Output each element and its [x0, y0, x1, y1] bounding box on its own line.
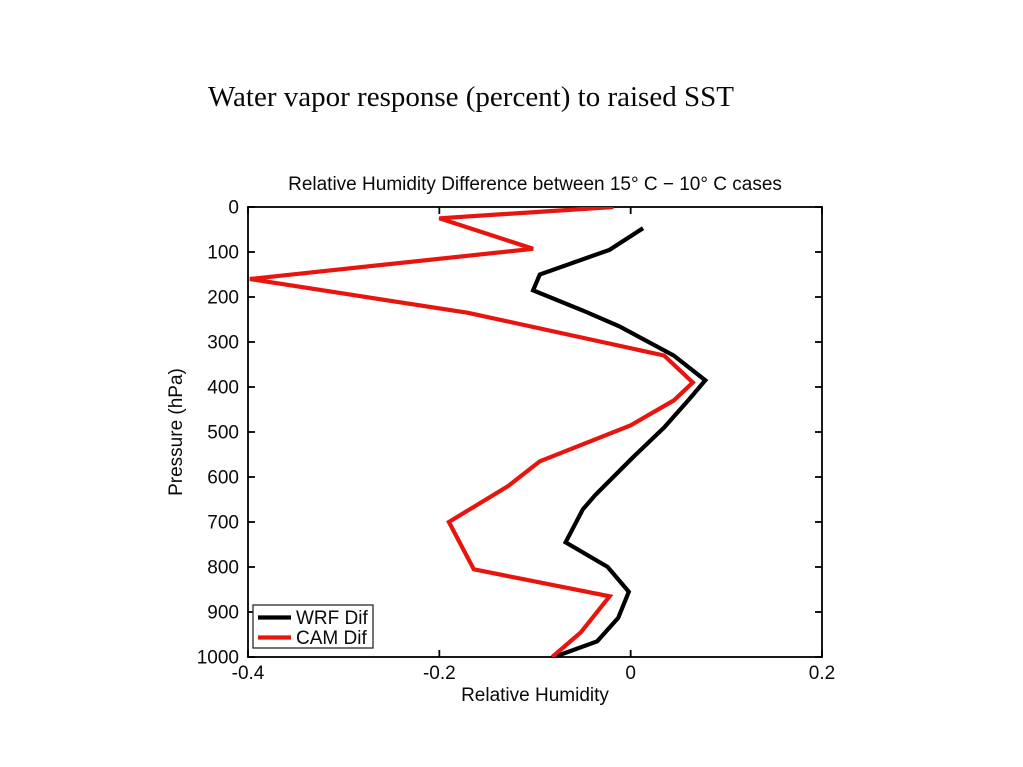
x-axis-label: Relative Humidity	[461, 685, 609, 706]
legend-box	[252, 604, 374, 649]
plot-box	[247, 206, 823, 658]
series-wrf-dif	[530, 226, 709, 657]
y-tick-label: 700	[207, 513, 239, 534]
y-tick-label: 500	[207, 423, 239, 444]
legend-label: WRF Dif	[296, 608, 368, 629]
legend-label: CAM Dif	[296, 628, 367, 649]
x-tick-label: -0.2	[423, 663, 456, 684]
y-tick-label: 0	[228, 198, 239, 219]
y-tick-label: 1000	[197, 648, 239, 669]
y-axis-label: Pressure (hPa)	[166, 368, 187, 496]
x-tick-label: 0	[625, 663, 636, 684]
series-group	[249, 207, 709, 657]
y-tick-label: 600	[207, 468, 239, 489]
x-tick-label: 0.2	[809, 663, 835, 684]
y-tick-label: 100	[207, 243, 239, 264]
y-tick-label: 200	[207, 288, 239, 309]
y-tick-label: 400	[207, 378, 239, 399]
y-tick-label: 300	[207, 333, 239, 354]
series-cam-dif	[249, 207, 696, 657]
x-tick-label: -0.4	[232, 663, 265, 684]
y-tick-label: 800	[207, 558, 239, 579]
y-tick-label: 900	[207, 603, 239, 624]
page-title: Water vapor response (percent) to raised…	[208, 81, 734, 113]
chart-title: Relative Humidity Difference between 15°…	[288, 174, 782, 195]
